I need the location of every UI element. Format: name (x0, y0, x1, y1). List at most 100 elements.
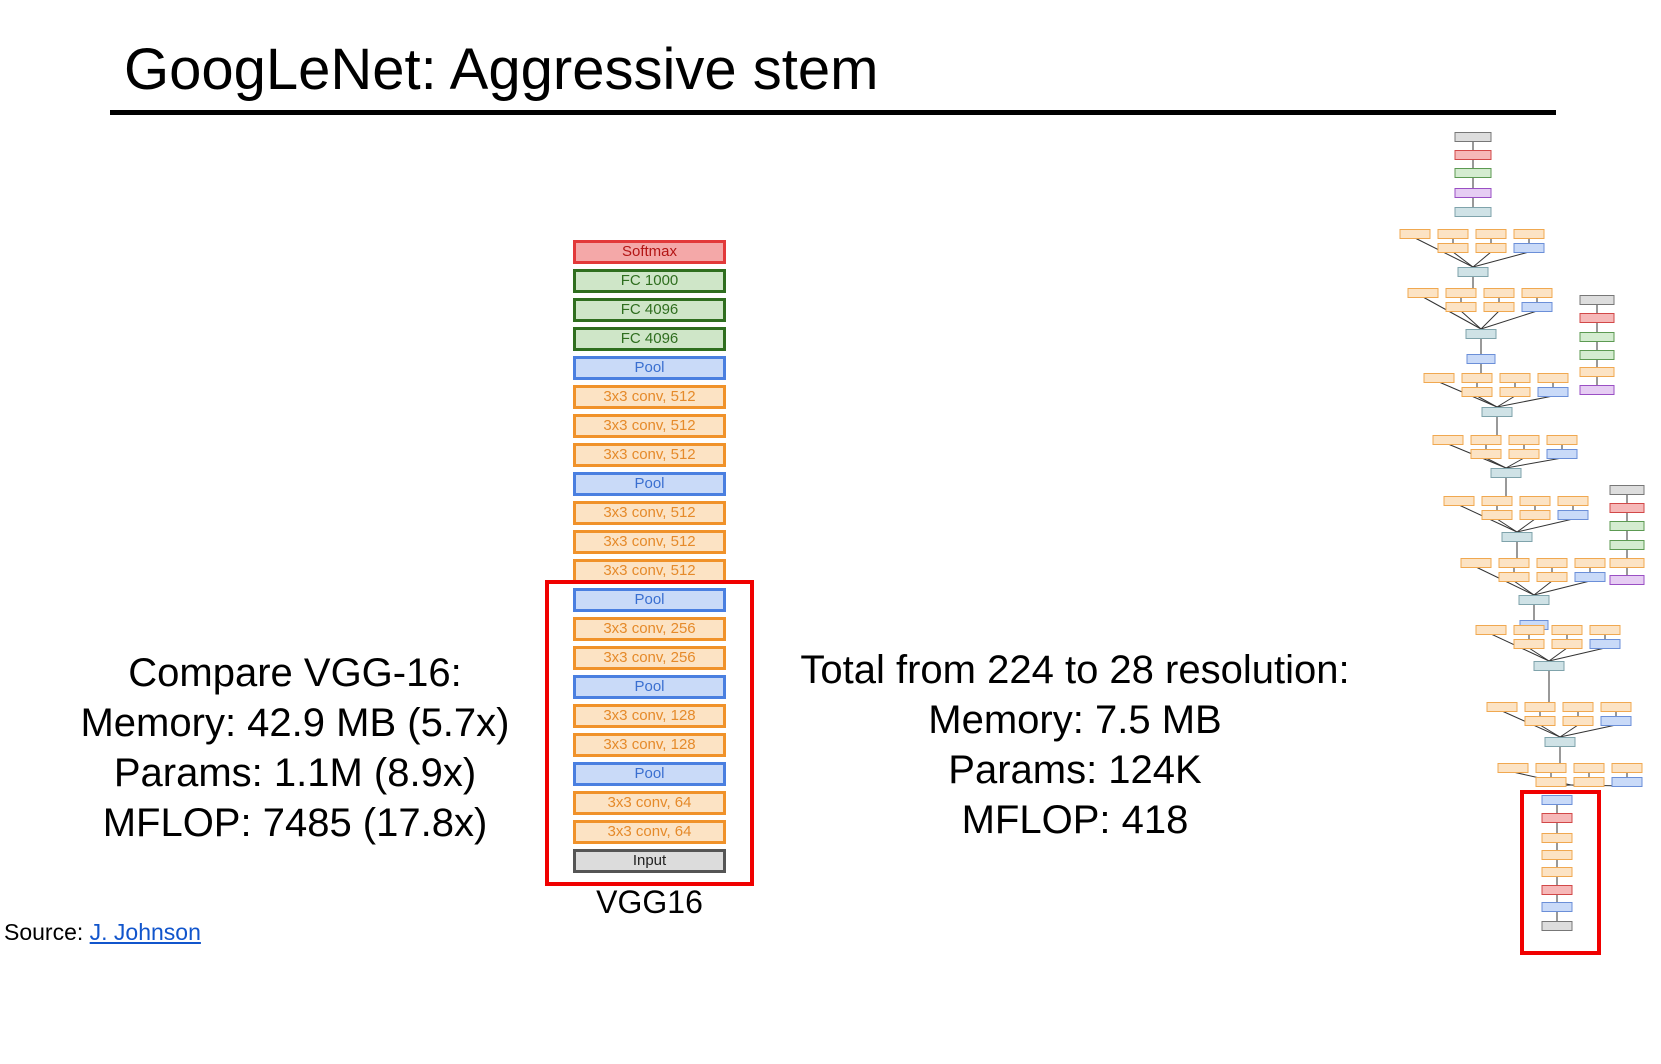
googlenet-layer-box (1562, 702, 1594, 712)
page-title: GoogLeNet: Aggressive stem (124, 37, 879, 102)
googlenet-layer-box (1541, 813, 1573, 823)
googlenet-edge (1476, 395, 1498, 408)
vgg-layer: FC 4096 (573, 298, 726, 322)
googlenet-layer-box (1454, 168, 1492, 178)
googlenet-edge (1548, 647, 1606, 662)
googlenet-layer-box (1574, 572, 1606, 582)
googlenet-edge (1496, 518, 1518, 533)
vgg-layer: Pool (573, 588, 726, 612)
googlenet-layer-box (1562, 716, 1594, 726)
googlenet-layer-box (1508, 435, 1540, 445)
googlenet-layer-box (1609, 485, 1645, 495)
googlenet-layer-box (1437, 243, 1469, 253)
googlenet-layer-box (1541, 921, 1573, 931)
source-link[interactable]: J. Johnson (89, 919, 201, 945)
googlenet-edge (1516, 518, 1574, 533)
googlenet-layer-box (1407, 288, 1439, 298)
googlenet-edge (1480, 310, 1500, 330)
vgg-layer: Input (573, 849, 726, 873)
vgg16-caption: VGG16 (596, 884, 703, 920)
vgg-layer: Pool (573, 472, 726, 496)
googlenet-layer-box (1513, 639, 1545, 649)
googlenet-layer-box (1609, 558, 1645, 568)
vgg-layer: 3x3 conv, 64 (573, 791, 726, 815)
googlenet-layer-box (1573, 777, 1605, 787)
googlenet-concat-box (1533, 661, 1565, 671)
googlenet-layer-box (1609, 540, 1645, 550)
googlenet-edge (1513, 580, 1535, 596)
googlenet-edge (1422, 296, 1482, 330)
googlenet-edge (1496, 395, 1516, 408)
source-prefix: Source: (4, 919, 90, 945)
googlenet-concat-box (1501, 532, 1533, 542)
googlenet-layer-box (1445, 302, 1477, 312)
googlenet-layer-box (1454, 188, 1492, 198)
vgg-layer: Pool (573, 762, 726, 786)
googlenet-layer-box (1486, 702, 1518, 712)
googlenet-layer-box (1524, 702, 1556, 712)
googlenet-mflop: MFLOP: 418 (961, 798, 1189, 842)
googlenet-layer-box (1475, 229, 1507, 239)
title-underline (110, 110, 1556, 115)
googlenet-concat-box (1481, 407, 1513, 417)
googlenet-layer-box (1470, 435, 1502, 445)
googlenet-layer-box (1546, 449, 1578, 459)
googlenet-layer-box (1483, 288, 1515, 298)
googlenet-layer-box (1481, 510, 1513, 520)
googlenet-stem-highlight (1520, 790, 1601, 955)
googlenet-params: Params: 124K (948, 748, 1202, 792)
googlenet-edge (1533, 580, 1553, 596)
googlenet-layer-box (1600, 716, 1632, 726)
googlenet-edge (1516, 518, 1536, 533)
googlenet-edge (1452, 251, 1474, 268)
vgg-memory: Memory: 42.9 MB (5.7x) (80, 701, 510, 745)
googlenet-edge (1559, 724, 1579, 738)
googlenet-layer-box (1574, 558, 1606, 568)
vgg-layer: Softmax (573, 240, 726, 264)
googlenet-edge (1528, 647, 1550, 662)
googlenet-layer-box (1445, 288, 1477, 298)
vgg-layer: 3x3 conv, 512 (573, 559, 726, 583)
googlenet-layer-box (1432, 435, 1464, 445)
googlenet-layer-box (1521, 288, 1553, 298)
googlenet-concat-box (1544, 737, 1576, 747)
googlenet-layer-box (1508, 449, 1540, 459)
vgg-layer: 3x3 conv, 512 (573, 443, 726, 467)
googlenet-edge (1559, 724, 1617, 738)
googlenet-layer-box (1609, 503, 1645, 513)
googlenet-edge (1485, 457, 1507, 469)
googlenet-layer-box (1521, 302, 1553, 312)
vgg-params: Params: 1.1M (8.9x) (113, 751, 477, 795)
googlenet-edge (1472, 251, 1530, 268)
googlenet-edge (1505, 457, 1525, 469)
googlenet-layer-box (1461, 373, 1493, 383)
googlenet-layer-box (1460, 558, 1492, 568)
googlenet-layer-box (1579, 385, 1615, 395)
googlenet-edge (1505, 457, 1563, 469)
vgg-stem-highlight (545, 580, 754, 886)
googlenet-layer-box (1454, 150, 1492, 160)
googlenet-layer-box (1461, 387, 1493, 397)
googlenet-edge (1533, 580, 1591, 596)
googlenet-layer-box (1536, 558, 1568, 568)
googlenet-layer-box (1498, 558, 1530, 568)
vgg-layer: 3x3 conv, 128 (573, 704, 726, 728)
googlenet-layer-box (1557, 510, 1589, 520)
googlenet-layer-box (1579, 350, 1615, 360)
vgg-layer: Pool (573, 356, 726, 380)
googlenet-layer-box (1443, 496, 1475, 506)
googlenet-edge (1539, 724, 1561, 738)
vgg-layer: 3x3 conv, 512 (573, 414, 726, 438)
vgg-layer: 3x3 conv, 256 (573, 617, 726, 641)
googlenet-layer-box (1557, 496, 1589, 506)
googlenet-concat-box (1518, 595, 1550, 605)
vgg-layer: 3x3 conv, 256 (573, 646, 726, 670)
googlenet-layer-box (1481, 496, 1513, 506)
googlenet-edge (1548, 647, 1568, 662)
vgg-layer: 3x3 conv, 512 (573, 530, 726, 554)
googlenet-layer-box (1541, 833, 1573, 843)
googlenet-layer-box (1513, 229, 1545, 239)
vgg-layer: 3x3 conv, 512 (573, 501, 726, 525)
googlenet-concat-box (1490, 468, 1522, 478)
